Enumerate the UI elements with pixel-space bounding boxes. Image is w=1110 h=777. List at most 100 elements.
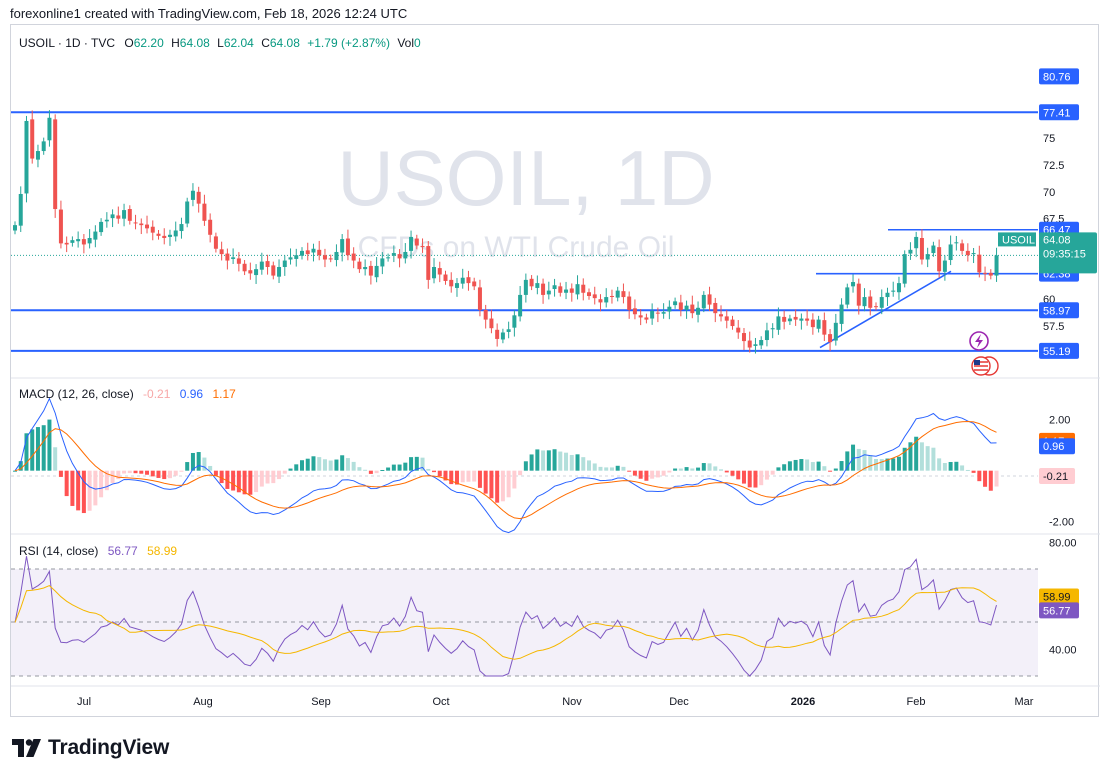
rsi-ma-tag (1039, 588, 1079, 605)
time-axis-ticks: Jul Aug Sep Oct Nov Dec 2026 Feb Mar (77, 696, 1034, 708)
candle-body (409, 236, 414, 251)
macd-hist-value: -0.21 (143, 387, 171, 401)
macd-histogram-bar (317, 457, 322, 471)
candle-body (529, 278, 534, 287)
macd-histogram-bar (891, 458, 896, 471)
macd-histogram-bar (615, 465, 620, 471)
candle-body (701, 294, 706, 309)
candle-body (558, 286, 563, 293)
candle-body (518, 294, 523, 317)
tradingview-logo[interactable]: TradingView (12, 736, 169, 760)
candle-body (868, 296, 873, 308)
macd-histogram-bar (604, 467, 609, 471)
macd-histogram-bar (965, 469, 970, 471)
macd-histogram-bar (110, 470, 115, 484)
candle-body (552, 285, 557, 290)
macd-legend: MACD (12, 26, close) -0.21 0.96 1.17 (19, 387, 236, 401)
macd-tick-label: 2.00 (1049, 415, 1070, 427)
candle-body (730, 319, 735, 327)
candle-body (139, 223, 144, 226)
macd-histogram-bar (512, 470, 517, 489)
level-tag-label: 55.19 (1043, 346, 1071, 358)
level-tag-label: 77.41 (1043, 107, 1071, 119)
rsi-ma-value: 58.99 (147, 544, 177, 558)
macd-histogram-bar (598, 466, 603, 471)
level-tag (1039, 302, 1079, 319)
macd-histogram-bar (374, 470, 379, 474)
candle-body (977, 254, 982, 273)
candle-body (432, 267, 437, 279)
macd-hist-tag-label: -0.21 (1043, 471, 1068, 483)
macd-histogram-bar (265, 470, 270, 484)
candle-body (426, 246, 431, 280)
candle-body (380, 258, 385, 267)
macd-histogram-bar (483, 470, 488, 494)
candle-body (397, 254, 402, 259)
time-tick-label: 2026 (791, 696, 815, 708)
candle-body (925, 254, 930, 260)
rsi-ma-tag-label: 58.99 (1043, 591, 1071, 603)
candle-body (523, 279, 528, 295)
macd-histogram-bar (592, 463, 597, 471)
macd-histogram-bar (351, 461, 356, 471)
legend-high-label: H (171, 36, 180, 50)
macd-histogram-bar (701, 463, 706, 471)
candle-body (891, 290, 896, 292)
macd-histogram-bar (93, 470, 98, 506)
macd-histogram-bar (322, 459, 327, 471)
candle-body (994, 255, 999, 276)
candle-body (724, 316, 729, 321)
candle-body (845, 287, 850, 305)
macd-histogram-bar (845, 451, 850, 471)
macd-line-tag-label: 0.96 (1043, 441, 1064, 453)
macd-histogram-bar (345, 458, 350, 471)
candle-body (368, 265, 373, 276)
candle-body (242, 263, 247, 272)
candle-body (357, 261, 362, 270)
legend-symbol: USOIL · 1D · TVC (19, 36, 115, 50)
macd-histogram-bar (145, 470, 150, 475)
macd-histogram-bar (41, 425, 46, 471)
candle-body (328, 258, 333, 260)
candle-body (764, 330, 769, 341)
candle-body (690, 304, 695, 314)
level-tag (1039, 342, 1079, 359)
candle-body (460, 277, 465, 284)
candle-body (678, 302, 683, 310)
legend-line: USOIL · 1D · TVC O62.20 H64.08 L62.04 C6… (19, 36, 421, 50)
macd-histogram-bar (678, 468, 683, 471)
macd-histogram-bar (851, 444, 856, 471)
rsi-value: 56.77 (108, 544, 138, 558)
candle-body (167, 234, 172, 237)
chart-canvas[interactable]: USOIL, 1D CFDs on WTI Crude Oil 2.00-2.0… (11, 25, 1100, 718)
macd-histogram-bar (495, 470, 500, 503)
macd-histogram-bar (862, 450, 867, 471)
macd-histogram-bar (87, 470, 92, 511)
macd-histogram-bar (558, 451, 563, 471)
candle-body (420, 246, 425, 248)
event-icons[interactable] (969, 331, 999, 376)
legend-change: +1.79 (+2.87%) (307, 36, 390, 50)
candle-body (156, 233, 161, 236)
macd-histogram-bar (460, 470, 465, 483)
candle-body (638, 315, 643, 318)
macd-histogram-bar (432, 470, 437, 473)
macd-histogram-bar (833, 468, 838, 471)
macd-histogram-bar (271, 470, 276, 484)
candle-body (971, 253, 976, 255)
candle-body (902, 254, 907, 284)
macd-histogram-bar (454, 470, 459, 485)
macd-histogram-bar (156, 470, 161, 478)
macd-histogram-bar (409, 457, 414, 471)
macd-histogram-bar (621, 466, 626, 471)
candle-body (87, 238, 92, 244)
legend-open: 62.20 (134, 36, 164, 50)
legend-close: 64.08 (270, 36, 300, 50)
level-tag (1039, 68, 1079, 85)
candle-body (856, 283, 861, 306)
candle-body (213, 236, 218, 249)
candle-body (988, 272, 993, 276)
macd-histogram-bar (747, 470, 752, 488)
candle-body (500, 332, 505, 340)
